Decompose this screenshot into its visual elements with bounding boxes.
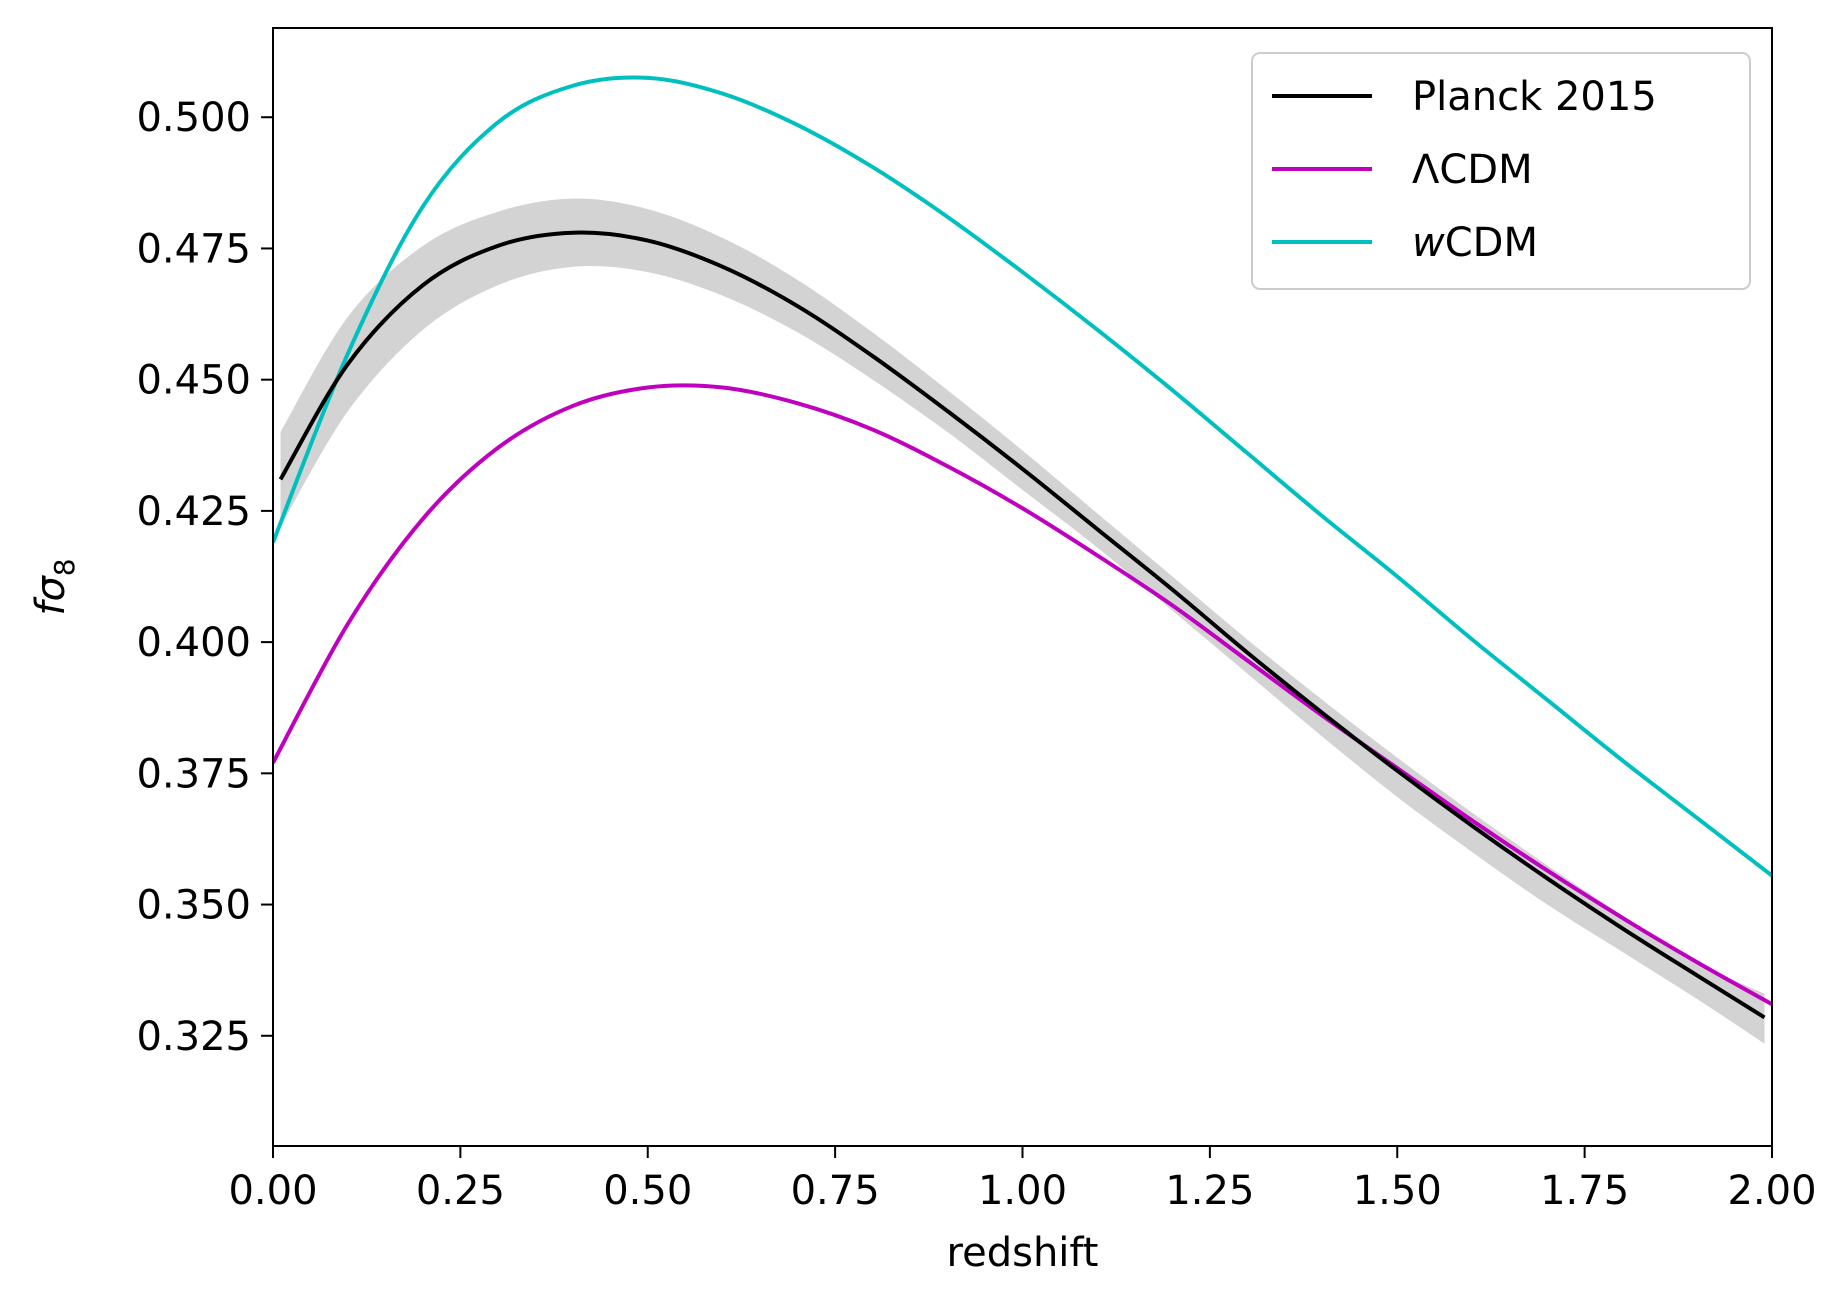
- y-tick-label: 0.475: [136, 226, 251, 272]
- y-tick-label: 0.350: [136, 883, 251, 929]
- x-tick-label: 1.00: [978, 1168, 1067, 1214]
- x-tick-label: 0.00: [228, 1168, 317, 1214]
- legend-entry-label: wCDM: [1412, 220, 1538, 266]
- legend-entry-text-part: Planck 2015: [1412, 74, 1657, 120]
- series-line-wcdm: [273, 75, 1772, 878]
- x-tick-label: 1.75: [1540, 1168, 1629, 1214]
- x-tick-label: 0.25: [416, 1168, 505, 1214]
- x-tick-label: 2.00: [1727, 1168, 1816, 1214]
- y-tick-label: 0.325: [136, 1014, 251, 1060]
- legend-entry-text-part: CDM: [1445, 220, 1538, 266]
- x-tick-label: 0.50: [603, 1168, 692, 1214]
- y-tick-label: 0.425: [136, 489, 251, 535]
- legend-box: [1251, 52, 1751, 290]
- series-line-lambda-cdm: [273, 383, 1772, 1007]
- y-tick-label: 0.450: [136, 358, 251, 404]
- plot-area: [272, 27, 1773, 1147]
- x-axis-title: redshift: [947, 1230, 1099, 1276]
- y-tick-label: 0.400: [136, 620, 251, 666]
- y-axis-title-subscript: 8: [48, 558, 81, 576]
- y-tick-label: 0.500: [136, 95, 251, 141]
- x-tick-label: 1.50: [1353, 1168, 1442, 1214]
- legend-entry-label: ΛCDM: [1412, 147, 1533, 193]
- x-tick-label: 1.25: [1165, 1168, 1254, 1214]
- legend-entry-italic-part: w: [1412, 220, 1445, 266]
- legend-entry-text-part: ΛCDM: [1412, 147, 1533, 193]
- axis-ticks: 0.00 0.25 0.50 0.75 1.00 1.25 1.50 1.75 2.00 0.32…: [136, 95, 1816, 1214]
- legend: Planck 2015 ΛCDM wCDM: [1251, 52, 1751, 290]
- y-tick-label: 0.375: [136, 751, 251, 797]
- series-line-planck-2015: [278, 230, 1766, 1020]
- y-axis-title: fσ8: [28, 558, 81, 615]
- x-tick-label: 0.75: [791, 1168, 880, 1214]
- y-axis-title-main: fσ: [28, 575, 74, 616]
- legend-entry-label: Planck 2015: [1412, 74, 1657, 120]
